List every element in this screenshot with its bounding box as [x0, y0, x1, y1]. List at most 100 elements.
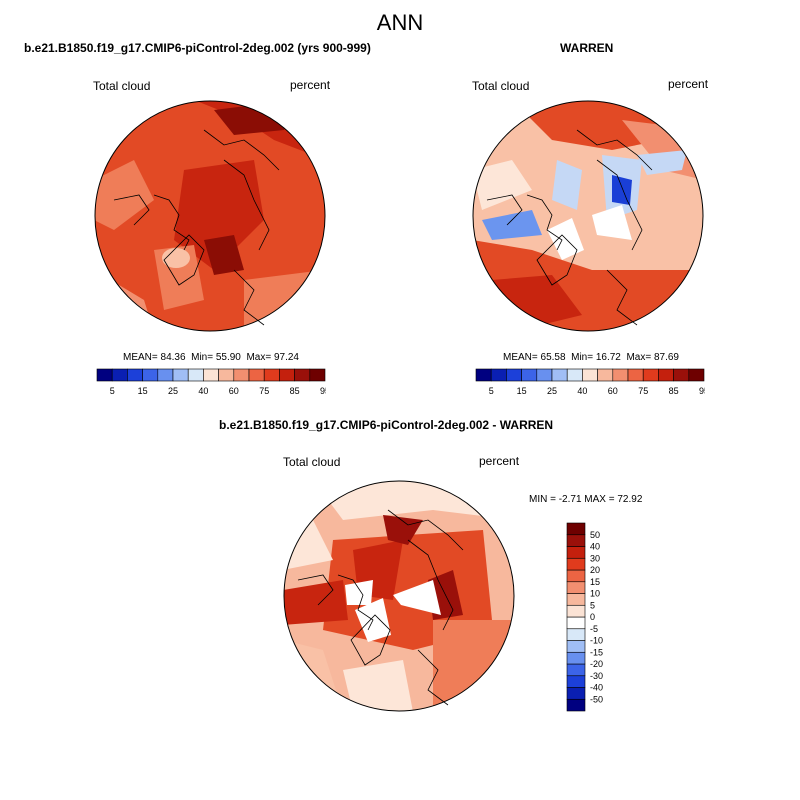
colorbar-swatch [506, 368, 522, 382]
colorbar-swatch [96, 368, 113, 382]
colorbar-tick-label: 25 [168, 386, 178, 396]
map-field-region [393, 580, 441, 615]
colorbar-swatch [612, 368, 629, 382]
colorbar-swatch [142, 368, 159, 382]
colorbar-swatch [658, 368, 674, 382]
colorbar-swatch [218, 368, 235, 382]
map-field-region [592, 205, 632, 240]
map-field-region [204, 235, 244, 275]
colorbar-swatch [566, 368, 583, 382]
colorbar-swatch [551, 368, 568, 382]
colorbar-swatch [566, 581, 586, 594]
map-field-region [433, 620, 514, 711]
colorbar-swatch [566, 628, 586, 641]
colorbar-tick-label: 15 [590, 577, 600, 587]
panel-1-variable: Total cloud [93, 79, 151, 93]
colorbar-tick-label: 40 [198, 386, 208, 396]
colorbar-tick-label: -20 [590, 659, 603, 669]
coastline [113, 194, 150, 226]
colorbar-swatch [263, 368, 280, 382]
map-field-region [512, 101, 672, 150]
colorbar-tick-label: 5 [590, 600, 595, 610]
panel-1-colorbar: 5 15 25 40 60 75 85 95 [96, 368, 326, 396]
coastline [350, 614, 391, 666]
colorbar-swatch [172, 368, 189, 382]
map-field-region [383, 515, 423, 545]
colorbar-swatch [566, 640, 586, 653]
map-border [94, 100, 326, 332]
colorbar-swatch [521, 368, 538, 382]
coastline [337, 574, 374, 631]
colorbar-tick-label: 40 [577, 386, 587, 396]
colorbar-swatch [566, 675, 586, 688]
colorbar-tick-label: 75 [259, 386, 269, 396]
colorbar-swatch [536, 368, 553, 382]
colorbar-tick-label: 95 [699, 386, 705, 396]
colorbar-tick-label: -40 [590, 683, 603, 693]
panel-3-title: b.e21.B1850.f19_g17.CMIP6-piControl-2deg… [219, 418, 554, 432]
colorbar-tick-label: 60 [229, 386, 239, 396]
map-field-region [637, 150, 687, 175]
coastline [153, 194, 190, 251]
coastline [387, 509, 464, 551]
coastline [596, 159, 643, 251]
colorbar-swatch [294, 368, 311, 382]
colorbar-swatch [157, 368, 174, 382]
colorbar-tick-label: 85 [290, 386, 300, 396]
colorbar-swatch [490, 368, 507, 382]
colorbar-swatch [309, 368, 326, 382]
coastline [486, 194, 523, 226]
colorbar-swatch [566, 546, 586, 559]
colorbar-tick-label: 20 [590, 565, 600, 575]
coastline [536, 234, 578, 286]
colorbar-swatch [566, 651, 586, 665]
colorbar-tick-label: -50 [590, 694, 603, 704]
coastline [606, 269, 638, 326]
colorbar-swatch [582, 368, 598, 382]
colorbar-tick-label: 95 [320, 386, 326, 396]
colorbar-swatch [566, 616, 586, 630]
colorbar-swatch [187, 368, 204, 382]
map-field-region [552, 160, 582, 210]
colorbar-tick-label: 60 [608, 386, 618, 396]
colorbar-tick-label: 40 [590, 542, 600, 552]
colorbar-tick-label: 15 [138, 386, 148, 396]
colorbar-swatch [673, 368, 690, 382]
coastline [526, 194, 563, 251]
colorbar-swatch [566, 698, 586, 712]
colorbar-swatch [627, 368, 644, 382]
coastline [576, 129, 653, 171]
coastline [163, 234, 205, 286]
map-field-region [345, 580, 373, 605]
colorbar-swatch [111, 368, 128, 382]
figure-title: ANN [376, 10, 424, 35]
colorbar-tick-label: 5 [110, 386, 115, 396]
coastline [417, 649, 449, 706]
colorbar-tick-label: 85 [669, 386, 679, 396]
colorbar-swatch [566, 569, 586, 583]
panel-1-stats: MEAN= 84.36 Min= 55.90 Max= 97.24 [123, 352, 299, 363]
map-field-region [473, 160, 532, 210]
colorbar-swatch [597, 368, 614, 382]
map-border [472, 100, 704, 332]
colorbar-swatch [279, 368, 295, 382]
coastline [233, 269, 265, 326]
panel-2-colorbar: 5 15 25 40 60 75 85 95 [475, 368, 705, 396]
colorbar-tick-label: 15 [517, 386, 527, 396]
colorbar-tick-label: 10 [590, 589, 600, 599]
colorbar-swatch [688, 368, 705, 382]
colorbar-swatch [475, 368, 492, 382]
colorbar-swatch [566, 593, 586, 606]
panel-3-units: percent [479, 454, 520, 468]
coastline [407, 539, 454, 631]
colorbar-swatch [566, 522, 586, 536]
panel-3-minmax: MIN = -2.71 MAX = 72.92 [529, 494, 643, 505]
coastline [223, 159, 270, 251]
colorbar-swatch [566, 663, 586, 677]
colorbar-swatch [566, 604, 586, 618]
colorbar-tick-label: -10 [590, 636, 603, 646]
colorbar-swatch [566, 557, 586, 571]
panel-3-polar-map [283, 480, 515, 712]
panel-1-units: percent [290, 78, 331, 92]
map-field-region [95, 160, 154, 230]
